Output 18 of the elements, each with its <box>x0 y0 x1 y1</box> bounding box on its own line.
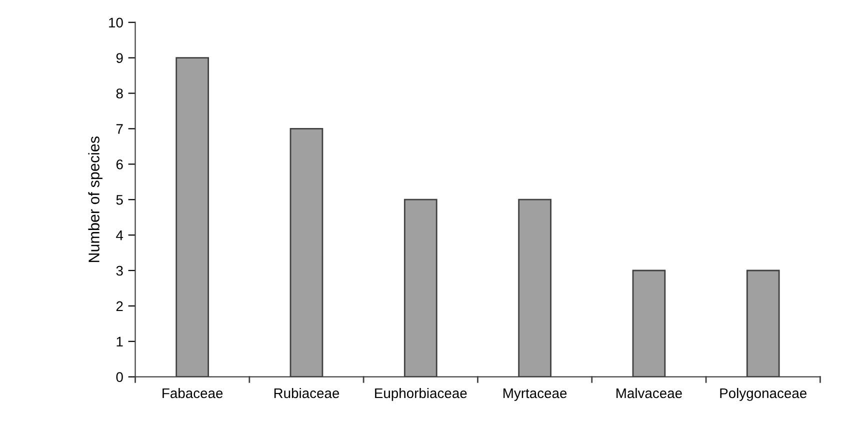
x-tick-label: Euphorbiaceae <box>375 388 467 401</box>
y-tick-label: 7 <box>116 124 123 134</box>
y-tick-label: 3 <box>116 266 123 276</box>
y-axis-title: Number of species <box>88 136 102 262</box>
y-tick-label: 5 <box>116 195 123 205</box>
x-tick-label: Rubiaceae <box>274 388 340 398</box>
y-tick-label: 10 <box>109 18 123 28</box>
x-tick-label: Malvaceae <box>616 388 682 398</box>
y-tick-label: 8 <box>116 88 123 98</box>
y-tick-label: 1 <box>116 336 123 346</box>
y-tick-label: 9 <box>116 53 123 63</box>
x-tick-label: Myrtaceae <box>504 388 567 401</box>
x-tick-label: Fabaceae <box>162 388 223 398</box>
y-tick-label: 2 <box>116 301 123 311</box>
y-tick-label: 4 <box>116 230 124 240</box>
x-tick-label: Polygonaceae <box>720 388 807 401</box>
y-tick-label: 0 <box>116 372 123 382</box>
y-tick-label: 6 <box>116 159 123 170</box>
